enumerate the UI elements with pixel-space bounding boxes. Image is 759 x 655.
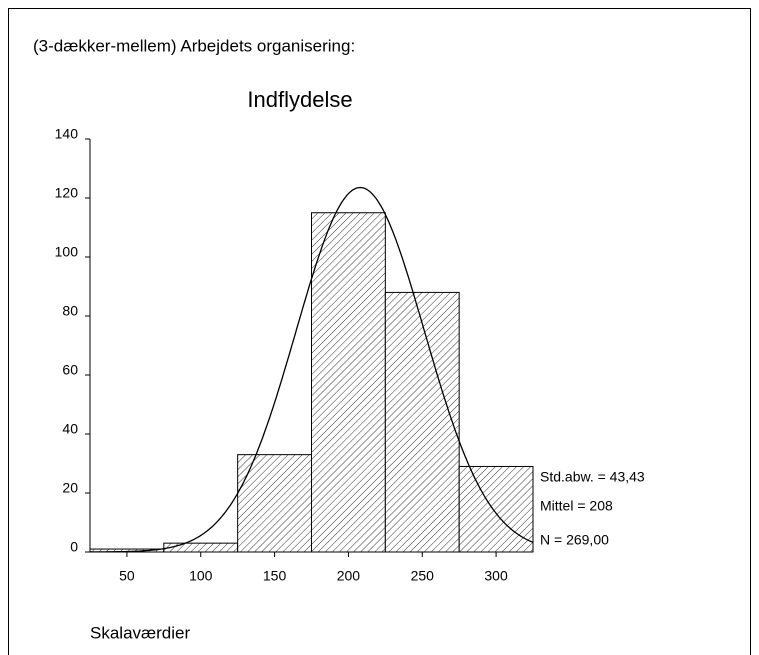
y-tick-label: 80 [62,303,78,319]
y-tick-label: 40 [62,421,78,437]
y-tick-label: 120 [55,185,79,201]
y-tick-label: 0 [70,539,78,555]
y-tick-label: 60 [62,362,78,378]
frame [8,8,751,655]
x-tick-label: 100 [189,568,213,584]
bar [311,212,386,553]
x-axis-label: Skalaværdier [90,623,190,642]
bar [163,542,239,553]
bar [384,291,460,553]
bar [237,454,313,553]
x-tick-label: 250 [411,568,435,584]
x-tick-label: 200 [337,568,361,584]
stat-n: N = 269,00 [540,532,609,548]
bar [458,465,534,553]
chart-title: Indflydelse [247,87,352,112]
header: (3-dækker-mellem) Arbejdets organisering… [33,36,355,55]
x-tick-label: 150 [263,568,287,584]
y-tick-label: 140 [55,126,79,142]
stat-mean: Mittel = 208 [540,498,613,514]
y-tick-label: 100 [55,244,79,260]
x-tick-label: 300 [484,568,508,584]
stat-std: Std.abw. = 43,43 [540,469,645,485]
normal-curve [90,186,534,553]
y-tick-label: 20 [62,480,78,496]
x-tick-label: 50 [119,568,135,584]
